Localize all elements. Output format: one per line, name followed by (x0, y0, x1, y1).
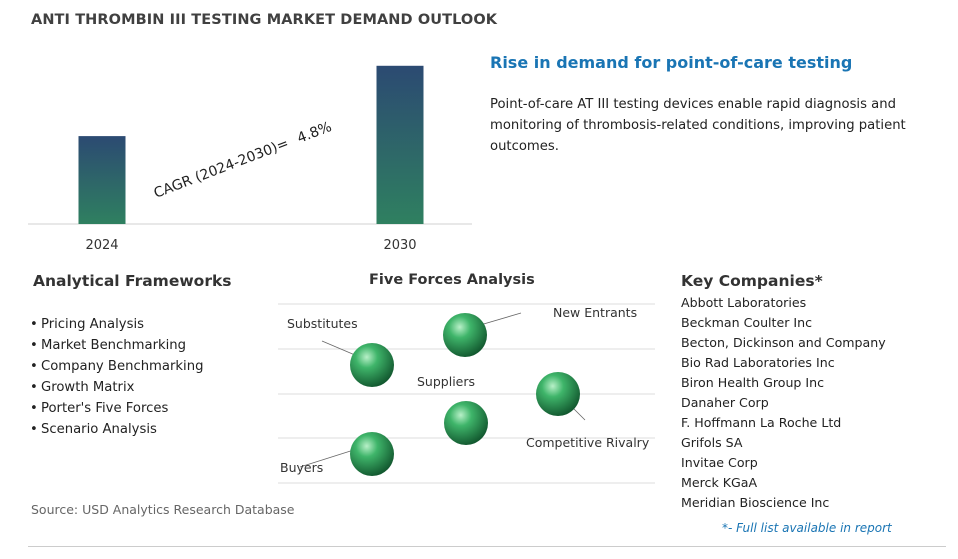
force-label-new-entrants: New Entrants (553, 305, 637, 320)
companies-footnote: *- Full list available in report (722, 521, 892, 535)
list-item: • Porter's Five Forces (30, 398, 203, 419)
list-item: Becton, Dickinson and Company (681, 335, 886, 350)
bullet-icon: • (30, 401, 38, 416)
svg-text:CAGR (2024-2030)= 4.8%: CAGR (2024-2030)= 4.8% (152, 119, 334, 202)
list-item: • Company Benchmarking (30, 356, 203, 377)
force-ball-buyers (350, 432, 394, 476)
list-item: Danaher Corp (681, 395, 769, 410)
list-item: • Scenario Analysis (30, 419, 203, 440)
insight-text: Point-of-care AT III testing devices ena… (490, 97, 906, 154)
cagr-annotation: CAGR (2024-2030)= 4.8% (152, 119, 334, 202)
five-forces-title: Five Forces Analysis (369, 272, 535, 288)
force-label-competitive-rivalry: Competitive Rivalry (526, 435, 650, 450)
force-ball-new-entrants (443, 313, 487, 357)
list-item: • Market Benchmarking (30, 335, 203, 356)
insight-heading: Rise in demand for point-of-care testing (490, 53, 853, 72)
x-tick-label-2024: 2024 (85, 238, 118, 253)
bar-2024 (78, 136, 126, 224)
bullet-icon: • (30, 359, 38, 374)
frameworks-list: • Pricing Analysis • Market Benchmarking •… (30, 314, 203, 440)
demand-bar-chart: 2024 2030 CAGR (2024-2030)= 4.8% (28, 65, 472, 253)
guide-lines (278, 303, 655, 484)
bullet-icon: • (30, 422, 38, 437)
bar-2030 (376, 65, 424, 224)
frameworks-title: Analytical Frameworks (33, 272, 232, 290)
list-item: Abbott Laboratories (681, 295, 807, 310)
list-item: F. Hoffmann La Roche Ltd (681, 415, 842, 430)
force-label-substitutes: Substitutes (287, 316, 358, 331)
list-item: Grifols SA (681, 435, 743, 450)
companies-list: Abbott Laboratories Beckman Coulter Inc … (681, 293, 886, 513)
x-tick-label-2030: 2030 (383, 238, 416, 253)
bottom-divider (28, 546, 946, 547)
cagr-label: CAGR (2024-2030)= (152, 136, 291, 202)
force-label-suppliers: Suppliers (417, 374, 475, 389)
companies-title: Key Companies* (681, 272, 823, 290)
force-ball-competitive-rivalry (536, 372, 580, 416)
connectors (299, 312, 586, 468)
force-ball-substitutes (350, 343, 394, 387)
source-note: Source: USD Analytics Research Database (31, 502, 295, 517)
force-ball-suppliers (444, 401, 488, 445)
list-item: Biron Health Group Inc (681, 375, 825, 390)
bullet-icon: • (30, 380, 38, 395)
list-item: Beckman Coulter Inc (681, 315, 813, 330)
list-item: Merck KGaA (681, 475, 758, 490)
force-label-buyers: Buyers (280, 460, 323, 475)
list-item: Invitae Corp (681, 455, 758, 470)
page-title: ANTI THROMBIN III TESTING MARKET DEMAND … (31, 12, 498, 28)
list-item: • Pricing Analysis (30, 314, 203, 335)
bullet-icon: • (30, 338, 38, 353)
list-item: Bio Rad Laboratories Inc (681, 355, 835, 370)
bullet-icon: • (30, 317, 38, 332)
list-item: Meridian Bioscience Inc (681, 495, 830, 510)
cagr-value: 4.8% (295, 119, 334, 147)
list-item: • Growth Matrix (30, 377, 203, 398)
